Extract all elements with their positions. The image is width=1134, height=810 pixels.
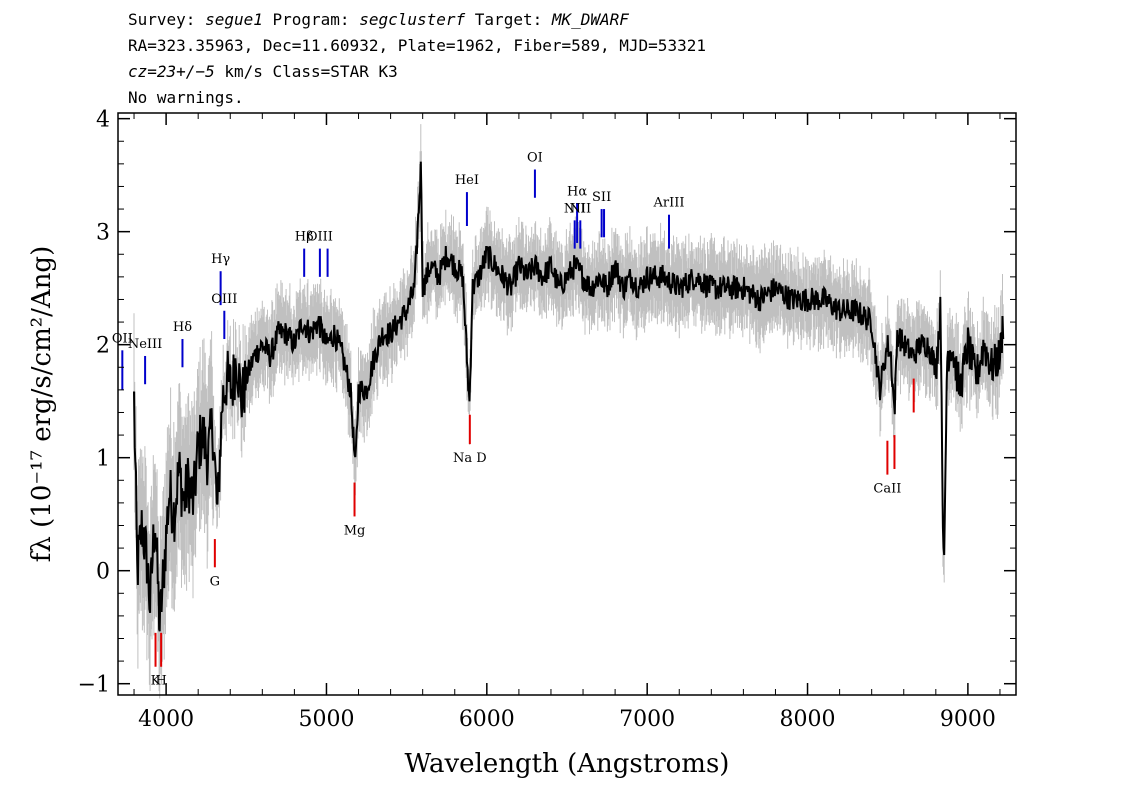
program-label: Program: xyxy=(262,10,360,29)
y-tick-label-0: −1 xyxy=(78,673,110,698)
target-label: Target: xyxy=(465,10,552,29)
line-marker-label-5: Hβ xyxy=(295,230,314,245)
x-axis-title: Wavelength (Angstroms) xyxy=(405,749,730,779)
line-marker-label-8: HeI xyxy=(455,173,479,188)
header-line-1: Survey: segue1 Program: segclusterf Targ… xyxy=(128,10,629,30)
y-tick-label-1: 0 xyxy=(96,560,110,585)
line-marker-label-17: H xyxy=(155,674,166,689)
x-tick-label-2: 6000 xyxy=(459,707,515,732)
header-line-2: RA=323.35963, Dec=11.60932, Plate=1962, … xyxy=(128,36,706,55)
survey-value: segue1 xyxy=(205,10,263,29)
x-tick-label-5: 9000 xyxy=(940,707,996,732)
class-text: km/s Class=STAR K3 xyxy=(214,62,398,81)
line-marker-label-1: NeIII xyxy=(128,337,162,352)
line-marker-label-0: OII xyxy=(112,331,133,346)
line-marker-label-16: K xyxy=(151,674,161,689)
header-line-4: No warnings. xyxy=(128,88,244,107)
header-line-3: cz=23+/−5 km/s Class=STAR K3 xyxy=(128,62,398,82)
line-marker-label-18: G xyxy=(210,574,220,589)
x-tick-label-3: 7000 xyxy=(619,707,675,732)
line-marker-label-10: NII xyxy=(564,201,586,216)
line-marker-label-12: NII xyxy=(569,201,591,216)
plot-frame xyxy=(117,112,1017,696)
line-marker-label-19: Mg xyxy=(344,523,366,538)
line-marker-label-11: Hα xyxy=(567,184,587,199)
line-marker-label-21: CaII xyxy=(873,482,901,497)
line-marker-label-2: Hδ xyxy=(173,320,192,335)
line-marker-label-15: ArIII xyxy=(652,196,684,211)
y-axis-title: fλ (10⁻¹⁷ erg/s/cm²/Ang) xyxy=(27,246,57,562)
x-tick-label-4: 8000 xyxy=(780,707,836,732)
line-marker-label-4: OIII xyxy=(211,292,237,307)
line-marker-label-6: OIII xyxy=(307,230,333,245)
line-marker-label-13: SII xyxy=(592,190,611,205)
redshift-value: cz=23+/−5 xyxy=(128,62,215,81)
survey-label: Survey: xyxy=(128,10,206,29)
program-value: segclusterf xyxy=(359,10,466,29)
y-tick-label-3: 2 xyxy=(96,334,110,359)
flux-line xyxy=(133,161,1005,632)
y-tick-label-2: 1 xyxy=(96,447,110,472)
line-marker-label-9: OI xyxy=(527,151,543,166)
x-tick-label-0: 4000 xyxy=(138,707,194,732)
y-tick-label-5: 4 xyxy=(96,108,110,133)
x-tick-label-1: 5000 xyxy=(298,707,354,732)
line-marker-label-3: Hγ xyxy=(211,252,230,267)
line-marker-label-20: Na D xyxy=(453,451,487,466)
target-value: MK_DWARF xyxy=(551,10,629,29)
y-tick-label-4: 3 xyxy=(96,221,110,246)
